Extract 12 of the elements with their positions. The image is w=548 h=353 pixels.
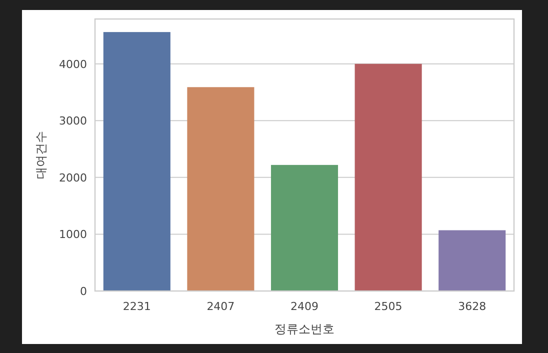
x-tick-label: 2409 (290, 300, 318, 313)
y-tick-label: 4000 (59, 58, 87, 71)
x-tick-label: 2407 (206, 300, 235, 313)
y-tick-label: 0 (80, 285, 87, 298)
y-tick-label: 1000 (59, 228, 87, 242)
y-axis-title: 대여건수 (34, 131, 48, 179)
x-tick-label: 3628 (458, 300, 486, 313)
y-tick-label: 3000 (59, 114, 87, 128)
x-tick-label: 2231 (122, 300, 151, 313)
x-tick-label: 2505 (374, 300, 402, 313)
y-tick-label: 2000 (59, 171, 87, 184)
x-axis-title: 정류소번호 (274, 322, 334, 336)
